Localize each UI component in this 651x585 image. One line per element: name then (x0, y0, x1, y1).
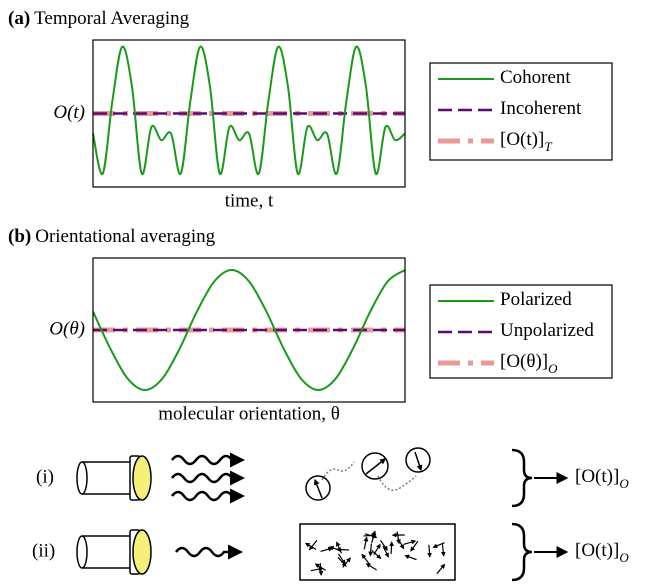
title-text: Temporal Averaging (34, 8, 190, 29)
light-source (76, 529, 152, 575)
result-subscript: O (619, 476, 629, 491)
molecule-arrow (363, 536, 369, 550)
molecule-arrow (389, 541, 394, 555)
legend-text: Polarized (500, 289, 572, 310)
y-axis-label: O(t) (53, 102, 85, 123)
chart-title: (b) Orientational averaging (8, 226, 216, 247)
result-subscript: O (619, 550, 629, 565)
sample-box (299, 523, 456, 581)
result: [O(t)]O (575, 540, 629, 565)
random-molecules (304, 530, 446, 576)
y-axis-label: O(θ) (49, 318, 85, 339)
legend-subscript: T (544, 139, 552, 154)
x-axis-label: molecular orientation, θ (158, 403, 340, 424)
legend-label: [O(θ)]O (500, 351, 558, 376)
molecule-arrow (328, 545, 342, 552)
molecule-arrow (365, 563, 378, 571)
molecule-arrow (371, 550, 382, 560)
series-line (92, 45, 406, 175)
panel-label: (b) (8, 226, 31, 247)
molecule-arrow (396, 531, 401, 545)
molecule-arrow (404, 554, 417, 561)
legend-label: Incoherent (500, 98, 582, 119)
legend-subscript: O (548, 361, 558, 376)
series-line (92, 268, 406, 392)
legend-text: [O(t)] (500, 129, 544, 150)
legend-label: Cohorent (500, 67, 571, 88)
row-label: (ii) (32, 540, 55, 561)
molecule-arrow (403, 539, 417, 545)
molecule-arrow (335, 541, 342, 554)
legend-text: Incoherent (500, 98, 582, 119)
molecules (305, 447, 431, 501)
molecule-arrow (379, 539, 388, 551)
molecule-arrow (368, 543, 374, 557)
wave-arrow (175, 544, 243, 560)
legend-text: [O(θ)] (500, 351, 548, 372)
chart-title: (a) Temporal Averaging (8, 8, 190, 29)
molecule-arrow (318, 563, 324, 576)
light-source (76, 455, 152, 501)
brace (511, 522, 533, 582)
molecule-arrow (371, 530, 377, 543)
molecule-arrow (304, 542, 317, 550)
legend-text: Cohorent (500, 67, 571, 88)
result-text: [O(t)] (575, 466, 619, 487)
molecule-arrow (410, 540, 419, 552)
molecule-arrow (432, 542, 445, 549)
result: [O(t)]O (575, 466, 629, 491)
x-axis-label: time, t (225, 190, 274, 211)
brace (511, 448, 533, 508)
molecule-arrow (373, 543, 381, 555)
result-text: [O(t)] (575, 540, 619, 561)
title-text: Orientational averaging (35, 226, 215, 247)
plot-frame (92, 39, 406, 188)
molecule-arrow (440, 543, 446, 557)
legend-label: Polarized (500, 289, 572, 310)
plot-frame (92, 257, 406, 403)
molecule-arrow (308, 539, 318, 551)
legend-text: Unpolarized (500, 320, 594, 341)
wave-arrows (171, 452, 245, 504)
molecule-arrow (342, 557, 351, 568)
legend-label: [O(t)]T (500, 129, 552, 154)
molecule-arrow (427, 544, 432, 558)
row-label: (i) (36, 466, 54, 487)
panel-label: (a) (8, 8, 30, 29)
molecule-arrow (436, 563, 446, 575)
molecule-arrow (361, 553, 370, 565)
legend-label: Unpolarized (500, 320, 594, 341)
